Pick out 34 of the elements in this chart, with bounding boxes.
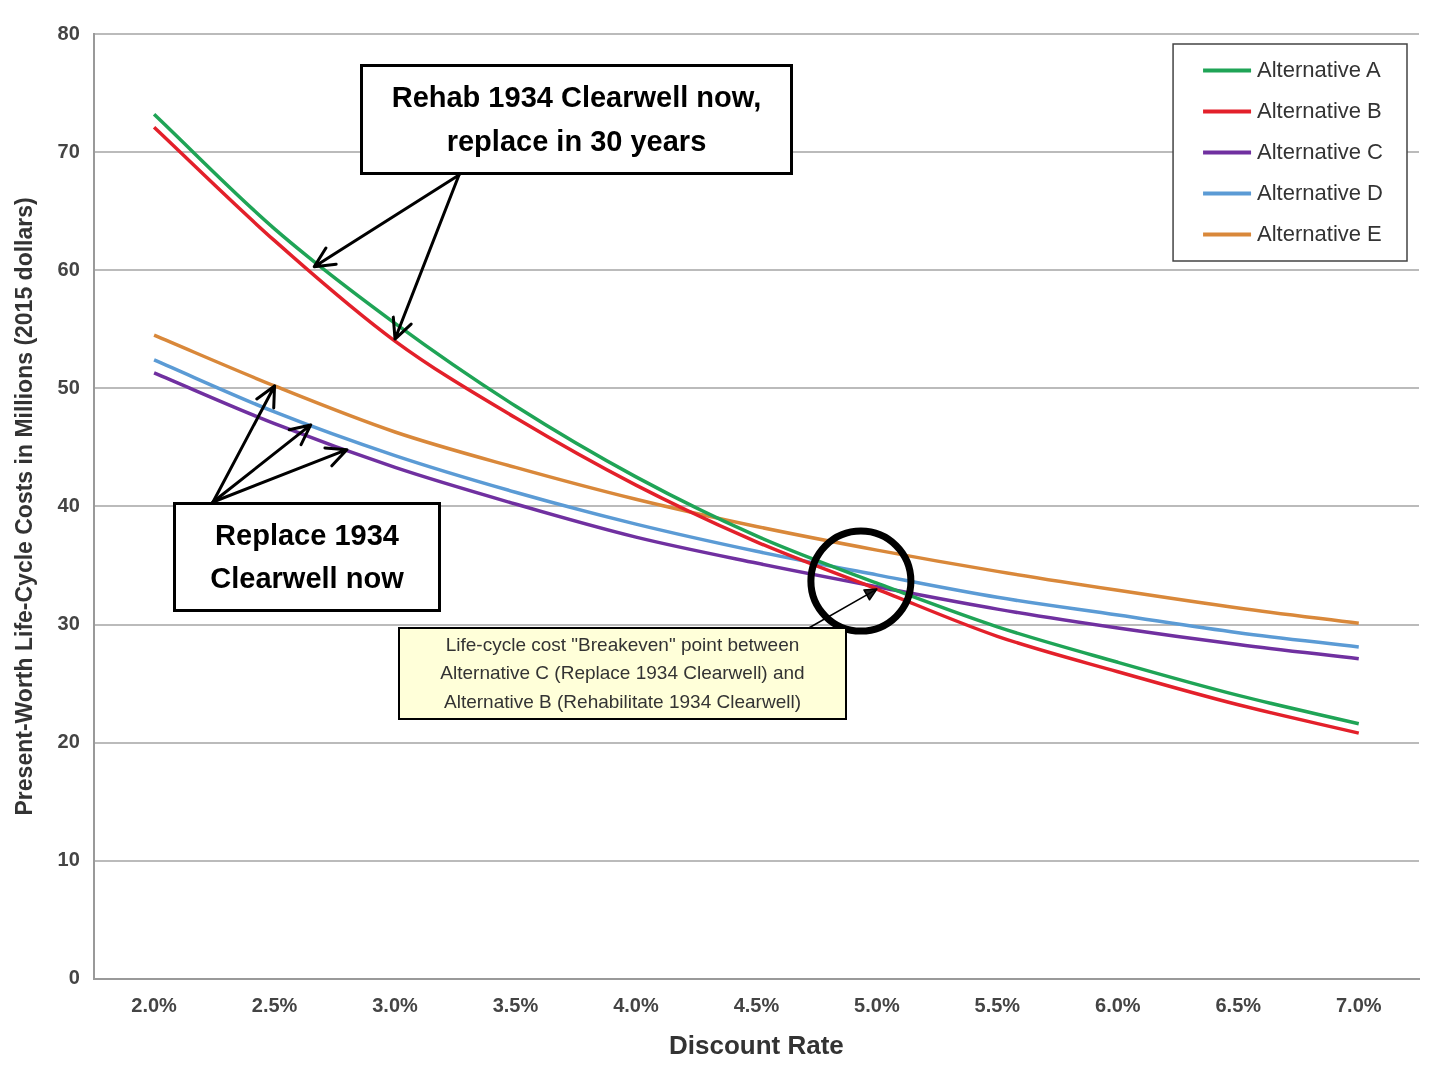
x-tick-label: 5.5% — [974, 994, 1021, 1017]
x-tick-label: 4.5% — [733, 994, 780, 1017]
legend-label: Alternative C — [1257, 138, 1384, 164]
callout-box: Life-cycle cost "Breakeven" point between Alternative C (Replace 1934 Clearwell) and Alternative B (Rehabilitate 1934 Clearwell) — [398, 627, 847, 720]
y-tick-label: 30 — [57, 612, 80, 635]
annotation: Replace 1934 Clearwell now — [209, 517, 405, 596]
x-tick-label: 2.5% — [251, 994, 298, 1017]
y-tick-label: 0 — [68, 966, 80, 989]
x-tick-label: 4.0% — [613, 994, 659, 1017]
callout-box: Rehab 1934 Clearwell now, replace in 30 years — [360, 64, 793, 175]
legend-label: Alternative B — [1257, 97, 1382, 123]
x-tick-label: 5.0% — [854, 994, 900, 1017]
annotation: Life-cycle cost "Breakeven" point between Alternative C (Replace 1934 Clearwell) and Alternative B (Rehabilitate 1934 Clearwell) — [439, 632, 806, 714]
line-series — [152, 333, 1361, 626]
y-tick-label: 80 — [57, 21, 80, 44]
legend-label: Alternative D — [1257, 179, 1384, 205]
legend-label: Alternative E — [1257, 220, 1382, 246]
y-tick-label: 40 — [57, 493, 80, 516]
x-tick-label: 6.0% — [1095, 994, 1141, 1017]
x-tick-label: 3.0% — [372, 994, 419, 1017]
y-tick-label: 60 — [57, 257, 80, 280]
callout-box: Replace 1934 Clearwell now — [173, 502, 441, 612]
legend-label: Alternative A — [1257, 56, 1381, 82]
y-tick-label: 10 — [57, 848, 80, 871]
y-tick-label: 20 — [57, 730, 80, 753]
x-tick-label: 6.5% — [1215, 994, 1262, 1017]
y-tick-label: 50 — [57, 375, 80, 398]
x-tick-label: 3.5% — [492, 994, 539, 1017]
annotation: Rehab 1934 Clearwell now, replace in 30 years — [390, 80, 763, 159]
y-tick-label: 70 — [57, 139, 80, 162]
x-tick-label: 2.0% — [131, 994, 178, 1017]
x-axis-title: Discount Rate — [669, 1029, 844, 1060]
x-tick-label: 7.0% — [1335, 994, 1382, 1017]
y-axis-title: Present-Worth Life-Cycle Costs in Millions (2015 dollars) — [11, 197, 38, 816]
